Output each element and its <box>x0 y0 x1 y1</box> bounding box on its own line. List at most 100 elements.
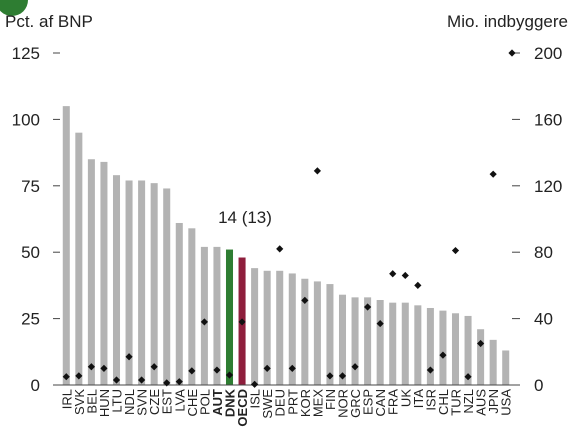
marker-jpn <box>489 170 497 178</box>
marker-grc <box>351 363 359 371</box>
bar-prt <box>288 273 296 385</box>
marker-series <box>62 49 516 388</box>
marker-ltu <box>112 376 121 384</box>
x-tick-label-esp: ESP <box>361 389 376 415</box>
corner-badge-icon <box>0 0 28 16</box>
left-tick-label: 100 <box>12 110 40 129</box>
marker-tur <box>451 246 460 255</box>
x-tick-label-fra: FRA <box>386 389 401 415</box>
bar-ita <box>414 305 422 385</box>
bar-chl <box>439 310 447 385</box>
bar-ndl <box>125 180 133 385</box>
right-axis: 0 40 80 120 160 200 <box>512 44 562 395</box>
bar-dnk <box>225 249 234 385</box>
right-tick-label: 80 <box>534 243 553 262</box>
bar-usa <box>502 350 510 385</box>
x-tick-label-svn: SVN <box>135 389 150 416</box>
x-tick-label-svk: SVK <box>72 389 87 415</box>
right-tick-label: 160 <box>534 110 562 129</box>
bar-svk <box>75 132 83 385</box>
right-tick-label: 120 <box>534 177 562 196</box>
x-tick-label-nor: NOR <box>336 389 351 418</box>
marker-che <box>188 367 196 375</box>
marker-est <box>163 379 171 387</box>
x-tick-label-hun: HUN <box>97 389 112 417</box>
marker-swe <box>263 364 271 372</box>
bar-deu <box>276 270 284 385</box>
x-tick-label-dnk: DNK <box>223 388 238 417</box>
bar-grc <box>351 297 359 385</box>
x-tick-label-est: EST <box>160 389 175 414</box>
marker-mex <box>313 167 321 175</box>
marker-kor <box>301 296 309 304</box>
x-tick-label-chl: CHL <box>436 389 451 415</box>
marker-fra <box>389 270 397 278</box>
bar-irl <box>62 106 70 386</box>
x-tick-label-tur: TUR <box>449 389 464 416</box>
right-axis-label: Mio. indbyggere <box>447 12 568 31</box>
x-tick-label-cze: CZE <box>147 389 162 415</box>
bar-jpn <box>489 339 497 385</box>
marker-hun <box>100 364 108 372</box>
left-tick-label: 25 <box>21 310 40 329</box>
left-axis-label: Pct. af BNP <box>5 12 93 31</box>
bar-isl <box>251 268 259 385</box>
bar-che <box>188 228 196 385</box>
x-tick-label-prt: PRT <box>285 389 300 415</box>
marker-ita <box>414 281 422 289</box>
left-tick-label: 75 <box>21 177 40 196</box>
marker-deu <box>276 245 284 253</box>
bar-kor <box>301 278 309 385</box>
x-tick-label-mex: MEX <box>310 389 325 418</box>
marker-esp <box>364 303 372 311</box>
bar-aut <box>213 246 221 385</box>
marker-irl <box>62 373 70 381</box>
marker-svk <box>75 372 83 380</box>
marker-isr <box>426 366 434 374</box>
marker-cze <box>150 363 158 371</box>
x-tick-label-deu: DEU <box>273 389 288 416</box>
bar-tur <box>451 313 460 385</box>
bar-fra <box>389 302 397 385</box>
bar-can <box>376 300 384 385</box>
left-axis: 0 25 50 75 100 125 <box>12 44 60 395</box>
marker-ndl <box>125 353 133 361</box>
x-tick-label-jpn: JPN <box>486 389 501 414</box>
x-tick-label-isl: ISL <box>248 389 263 409</box>
x-tick-label-che: CHE <box>185 389 200 417</box>
bar-nor <box>338 294 347 385</box>
marker-aus <box>477 339 485 348</box>
x-tick-label-irl: IRL <box>59 389 74 409</box>
right-tick-label: 0 <box>534 376 543 395</box>
right-tick-label: 40 <box>534 310 553 329</box>
bar-cze <box>150 183 158 385</box>
x-tick-label-isr: ISR <box>423 389 438 411</box>
marker-fin <box>326 372 334 380</box>
bar-isr <box>426 307 434 385</box>
marker-prt <box>288 364 296 372</box>
x-tick-label-pol: POL <box>197 389 212 415</box>
marker-uk <box>401 271 409 280</box>
x-tick-label-can: CAN <box>373 389 388 416</box>
marker-nzl <box>464 373 472 381</box>
x-tick-label-aus: AUS <box>474 389 489 416</box>
bar-aus <box>477 329 485 385</box>
marker-can <box>376 319 384 328</box>
bar-svn <box>138 180 146 385</box>
x-tick-label-ndl: NDL <box>122 389 137 415</box>
dnk-annotation: 14 (13) <box>218 208 272 227</box>
x-tick-label-grc: GRC <box>348 389 363 418</box>
left-tick-label: 125 <box>12 44 40 63</box>
marker-isl <box>251 380 259 388</box>
bar-bel <box>87 159 95 385</box>
marker-svn <box>138 376 146 384</box>
left-tick-label: 50 <box>21 243 40 262</box>
x-tick-label-oecd: OECD <box>235 389 250 427</box>
x-axis-labels: IRLSVKBELHUNLTUNDLSVNCZEESTLVACHEPOLAUTD… <box>59 388 513 426</box>
bar-fin <box>326 284 334 385</box>
x-tick-label-swe: SWE <box>260 389 275 419</box>
bar-uk <box>401 302 409 385</box>
x-tick-label-fin: FIN <box>323 389 338 410</box>
x-tick-label-usa: USA <box>499 389 514 416</box>
bar-pol <box>200 246 208 385</box>
